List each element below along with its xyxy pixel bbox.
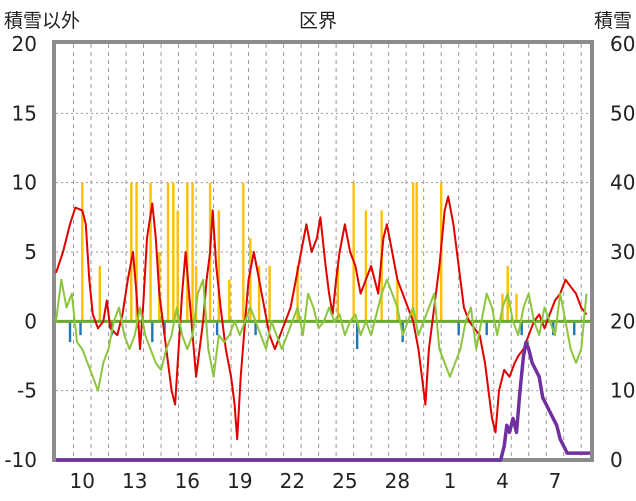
left-tick-label: 5 — [24, 240, 37, 264]
x-tick-label: 13 — [122, 469, 147, 493]
bar-mark — [68, 321, 72, 343]
series-line — [55, 278, 588, 392]
x-tick-label: 10 — [70, 469, 95, 493]
bar-mark — [415, 182, 418, 322]
right-tick-label: 60 — [610, 32, 635, 56]
series-line — [55, 195, 588, 441]
x-tick-label: 28 — [385, 469, 410, 493]
bar-mark — [336, 265, 340, 322]
left-tick-label: -10 — [4, 448, 37, 472]
x-tick-label: 1 — [444, 469, 457, 493]
bar-mark — [130, 182, 133, 322]
bar-mark — [228, 279, 231, 322]
x-tick-label: 22 — [280, 469, 305, 493]
left-tick-label: 15 — [12, 101, 37, 125]
bar-mark — [411, 182, 415, 322]
left-axis-label: 積雪以外 — [4, 10, 80, 32]
x-axis-ticks: 10 13 16 19 22 25 28 1 4 7 — [70, 469, 562, 493]
bar-mark — [151, 321, 154, 343]
right-tick-label: 40 — [610, 171, 635, 195]
bar-mark — [81, 182, 84, 322]
bar-mark — [172, 182, 175, 322]
bar-mark — [242, 182, 245, 322]
bar-mark — [515, 293, 518, 322]
series-line — [56, 340, 590, 462]
right-axis-ticks: 60 50 40 30 20 10 0 — [610, 32, 635, 472]
x-tick-label: 7 — [549, 469, 562, 493]
bar-mark — [186, 182, 189, 322]
line-series — [55, 195, 590, 462]
right-tick-label: 50 — [610, 101, 635, 125]
bar-mark — [396, 279, 399, 322]
right-axis-label: 積雪 — [594, 10, 632, 32]
bar-mark — [191, 182, 194, 322]
left-tick-label: 20 — [12, 32, 37, 56]
bar-mark — [98, 265, 101, 322]
left-tick-label: 0 — [24, 309, 37, 333]
bar-mark — [135, 182, 138, 322]
left-tick-label: 10 — [12, 171, 37, 195]
bar-mark — [485, 321, 488, 336]
bar-mark — [194, 265, 198, 322]
bar-mark — [364, 210, 368, 322]
x-tick-label: 25 — [332, 469, 357, 493]
bar-mark — [296, 265, 299, 322]
left-tick-label: -5 — [17, 379, 37, 403]
bar-mark — [520, 321, 523, 336]
right-tick-label: 10 — [610, 379, 635, 403]
bar-mark — [457, 321, 460, 336]
bar-mark — [352, 182, 355, 322]
bar-mark — [79, 321, 82, 336]
bar-mark — [176, 210, 179, 322]
bar-mark — [249, 238, 252, 322]
bar-mark — [254, 321, 257, 336]
bar-mark — [573, 321, 576, 336]
bar-mark — [215, 321, 219, 336]
x-tick-label: 4 — [496, 469, 509, 493]
x-tick-label: 16 — [175, 469, 200, 493]
chart-title: 区界 — [299, 10, 337, 32]
bar-mark — [355, 321, 359, 350]
bar-mark — [268, 265, 271, 322]
bar-mark — [217, 210, 221, 322]
right-tick-label: 0 — [610, 448, 623, 472]
right-tick-label: 20 — [610, 309, 635, 333]
x-tick-label: 19 — [227, 469, 252, 493]
left-axis-ticks: 20 15 10 5 0 -5 -10 — [4, 32, 37, 472]
bar-mark — [257, 265, 261, 322]
bar-mark — [166, 182, 170, 322]
right-tick-label: 30 — [610, 240, 635, 264]
bar-mark — [149, 182, 152, 322]
